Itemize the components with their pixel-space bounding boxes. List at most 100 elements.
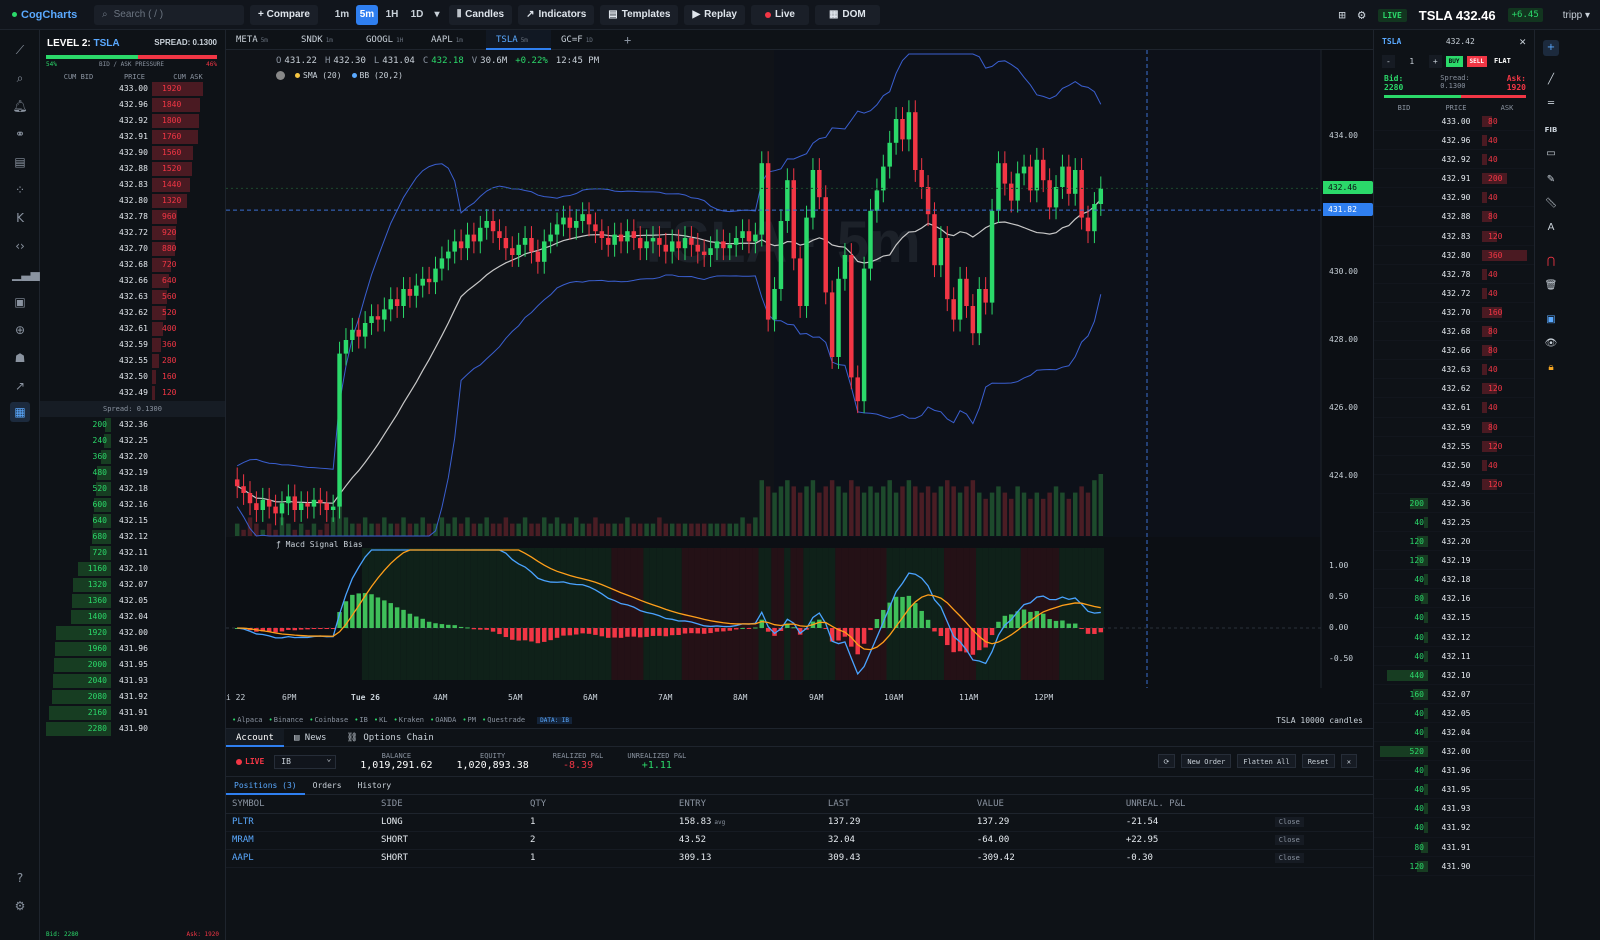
broker-select[interactable]: IB — [274, 753, 337, 769]
dom-ask-row[interactable]: 432.72 40 — [1374, 284, 1534, 303]
replay-button[interactable]: ▶ Replay — [684, 4, 745, 25]
code-icon[interactable]: ‹› — [15, 239, 25, 253]
position-row[interactable]: PLTR LONG 1 158.83 avg 137.29 137.29 -21.54 Clos… — [226, 813, 1373, 832]
dom-ask-cell[interactable] — [1482, 608, 1532, 627]
dom-ask-cell[interactable]: 80 — [1488, 346, 1498, 356]
dom-bid-cell[interactable] — [1378, 150, 1430, 169]
feed-item[interactable]: OANDA — [430, 716, 456, 724]
dom-bid-cell[interactable]: 40 — [1414, 823, 1424, 833]
level2-ask-row[interactable]: 432.59 360 — [40, 337, 225, 353]
dom-bid-row[interactable]: 520 432.00 — [1374, 742, 1534, 762]
qty-input[interactable]: 1 — [1409, 56, 1415, 66]
dom-bid-row[interactable]: 40 431.95 — [1374, 780, 1534, 800]
dom-bid-cell[interactable]: 40 — [1414, 766, 1424, 776]
dom-bid-row[interactable]: 120 432.19 — [1374, 551, 1534, 571]
visibility-toggle-icon[interactable] — [276, 71, 285, 80]
dom-ask-row[interactable]: 432.61 40 — [1374, 398, 1534, 418]
dom-bid-cell[interactable]: 40 — [1414, 651, 1424, 661]
timeframe-1d[interactable]: 1D — [410, 9, 424, 20]
dom-ask-cell[interactable]: 80 — [1488, 327, 1498, 337]
dom-bid-cell[interactable] — [1378, 475, 1430, 494]
level2-bid-row[interactable]: 720 432.11 — [40, 545, 225, 561]
chart-tab-googl[interactable]: GOOGL 1H — [356, 30, 421, 50]
dom-ask-cell[interactable]: 120 — [1488, 384, 1503, 394]
rectangle-tool-icon[interactable]: ▭ — [1546, 148, 1556, 159]
add-tab-icon[interactable]: + — [624, 32, 632, 47]
trend-icon[interactable]: ↗ — [14, 379, 26, 393]
tab-history[interactable]: History — [357, 780, 392, 790]
dom-ask-cell[interactable]: 40 — [1488, 288, 1498, 298]
templates-button[interactable]: ▤ Templates — [600, 4, 679, 25]
dom-ask-row[interactable]: 432.88 80 — [1374, 207, 1534, 227]
level2-bid-row[interactable]: 1160 432.10 — [40, 561, 225, 577]
dom-ask-cell[interactable] — [1482, 780, 1532, 799]
dom-bid-row[interactable]: 440 432.10 — [1374, 666, 1534, 685]
chart-tab-sndk[interactable]: SNDK 1m — [291, 30, 356, 50]
level2-ask-row[interactable]: 432.72 920 — [40, 225, 225, 241]
settings-gear-icon[interactable]: ⚙ — [1357, 7, 1366, 23]
dom-ask-cell[interactable] — [1482, 704, 1532, 723]
dom-ask-cell[interactable] — [1482, 494, 1532, 513]
dom-bid-cell[interactable]: 120 — [1409, 861, 1424, 871]
dom-bid-row[interactable]: 120 432.20 — [1374, 532, 1534, 552]
dom-bid-cell[interactable] — [1378, 131, 1430, 150]
dom-bid-cell[interactable] — [1378, 456, 1430, 475]
level2-ask-row[interactable]: 432.50 160 — [40, 369, 225, 385]
dom-ask-cell[interactable]: 80 — [1488, 212, 1498, 222]
bb-legend[interactable]: BB (20,2) — [351, 71, 403, 80]
level2-bid-row[interactable]: 1320 432.07 — [40, 577, 225, 593]
timeframe-1h[interactable]: 1H — [385, 9, 399, 20]
tab-orders[interactable]: Orders — [312, 780, 342, 790]
dom-ask-row[interactable]: 432.78 40 — [1374, 265, 1534, 284]
dom-ask-row[interactable]: 432.70 160 — [1374, 303, 1534, 323]
brand-logo[interactable]: CogCharts — [0, 9, 88, 21]
search-input[interactable]: ⌕ Search ( / ) — [94, 4, 244, 25]
dom-bid-cell[interactable] — [1378, 207, 1430, 226]
dom-ask-cell[interactable] — [1482, 570, 1532, 589]
price-chart[interactable]: TSLA · 5m O 431.22 H 432.30 L 431.04 C 432.1… — [226, 50, 1373, 710]
dom-bid-cell[interactable] — [1378, 265, 1430, 284]
dom-bid-row[interactable]: 80 432.16 — [1374, 589, 1534, 609]
level2-ask-row[interactable]: 432.92 1800 — [40, 113, 225, 129]
dom-ask-cell[interactable]: 40 — [1488, 193, 1498, 203]
dom-bid-row[interactable]: 40 432.04 — [1374, 723, 1534, 743]
dom-bid-cell[interactable] — [1378, 112, 1430, 131]
feed-item[interactable]: Kraken — [394, 716, 424, 724]
dom-ask-row[interactable]: 433.00 80 — [1374, 112, 1534, 132]
chart-tab-aapl[interactable]: AAPL 1m — [421, 30, 486, 50]
chart-line-icon[interactable]: ⟋ — [15, 43, 25, 57]
feed-item[interactable]: Questrade — [482, 716, 525, 724]
level2-ask-row[interactable]: 432.63 560 — [40, 289, 225, 305]
chart-tab-meta[interactable]: META 5m — [226, 30, 291, 50]
dom-ask-cell[interactable]: 200 — [1488, 174, 1503, 184]
dom-ask-cell[interactable]: 80 — [1488, 117, 1498, 126]
eye-tool-icon[interactable]: 👁︎ — [1544, 338, 1558, 349]
dom-ask-cell[interactable] — [1482, 799, 1532, 818]
user-menu[interactable]: tripp ▾ — [1562, 9, 1590, 21]
qty-decrement-button[interactable]: - — [1382, 54, 1395, 68]
level2-ask-row[interactable]: 432.66 640 — [40, 273, 225, 289]
dom-ask-cell[interactable]: 40 — [1488, 403, 1498, 413]
dom-ask-row[interactable]: 432.59 80 — [1374, 418, 1534, 437]
level2-ask-row[interactable]: 432.80 1320 — [40, 193, 225, 209]
feed-item[interactable]: Coinbase — [309, 716, 348, 724]
level2-bid-row[interactable]: 680 432.12 — [40, 529, 225, 545]
level2-ask-row[interactable]: 432.88 1520 — [40, 161, 225, 177]
timeframe-1m[interactable]: 1m — [334, 9, 350, 20]
dom-bid-row[interactable]: 40 432.25 — [1374, 513, 1534, 533]
level2-ask-row[interactable]: 432.90 1560 — [40, 145, 225, 161]
level2-ask-row[interactable]: 432.55 280 — [40, 353, 225, 369]
dom-ask-cell[interactable]: 40 — [1488, 136, 1498, 146]
dom-ask-cell[interactable] — [1482, 551, 1532, 570]
level2-bid-row[interactable]: 2080 431.92 — [40, 689, 225, 705]
level2-bid-row[interactable]: 2280 431.90 — [40, 721, 225, 737]
level2-ask-row[interactable]: 432.83 1440 — [40, 177, 225, 193]
level2-ask-row[interactable]: 432.49 120 — [40, 385, 225, 401]
dom-bid-row[interactable]: 40 432.11 — [1374, 647, 1534, 666]
dom-ladder-icon[interactable]: ▦ — [10, 402, 30, 422]
dom-ask-cell[interactable]: 40 — [1488, 365, 1498, 375]
dom-ask-row[interactable]: 432.96 40 — [1374, 131, 1534, 151]
close-panel-icon[interactable]: ✕ — [1340, 754, 1357, 768]
scatter-icon[interactable]: ⁘ — [14, 183, 26, 197]
tab-news[interactable]: ▤ News — [284, 729, 337, 747]
